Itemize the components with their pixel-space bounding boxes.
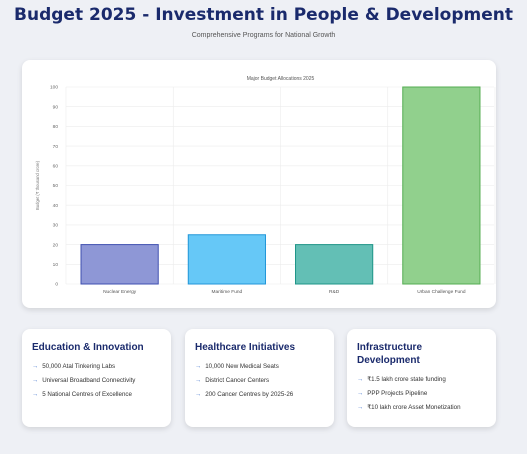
list-item: → District Cancer Centers (195, 374, 324, 388)
x-tick-label: Maritime Fund (212, 289, 243, 295)
list-item: → 5 National Centres of Excellence (32, 388, 161, 402)
list-item: → ₹1.5 lakh crore state funding (357, 373, 486, 387)
page-header: Budget 2025 - Investment in People & Dev… (0, 0, 527, 39)
arrow-right-icon: → (195, 377, 202, 384)
bar-r-d (295, 244, 374, 285)
list-item-text: District Cancer Centers (205, 377, 270, 384)
card-infrastructure: Infrastructure Development → ₹1.5 lakh cr… (347, 329, 496, 427)
program-cards: Education & Innovation → 50,000 Atal Tink… (22, 329, 496, 427)
card-education: Education & Innovation → 50,000 Atal Tink… (22, 329, 171, 427)
bar-nuclear-energy (80, 244, 159, 285)
page-subtitle: Comprehensive Programs for National Grow… (191, 32, 336, 39)
arrow-right-icon: → (195, 391, 202, 398)
y-tick-label: 90 (53, 104, 59, 110)
card-title: Healthcare Initiatives (195, 342, 296, 353)
card-list: → 50,000 Atal Tinkering Labs → Universal B… (32, 360, 161, 402)
y-tick-label: 20 (53, 242, 59, 248)
card-list: → ₹1.5 lakh crore state funding → PPP Proj… (357, 373, 486, 415)
list-item: → 50,000 Atal Tinkering Labs (32, 360, 161, 374)
list-item-text: 10,000 New Medical Seats (205, 363, 279, 370)
y-tick-label: 0 (55, 282, 58, 288)
y-tick-label: 70 (53, 144, 59, 150)
list-item-text: PPP Projects Pipeline (367, 390, 428, 397)
y-tick-label: 40 (53, 203, 59, 209)
list-item-text: 200 Cancer Centres by 2025-26 (205, 391, 294, 398)
list-item: → PPP Projects Pipeline (357, 387, 486, 401)
y-tick-label: 100 (50, 85, 58, 91)
arrow-right-icon: → (357, 376, 364, 383)
list-item-text: ₹10 lakh crore Asset Monetization (367, 404, 461, 411)
card-healthcare: Healthcare Initiatives → 10,000 New Medic… (185, 329, 334, 427)
x-tick-label: Nuclear Energy (103, 289, 137, 295)
card-title: Infrastructure Development (357, 342, 423, 366)
list-item: → Universal Broadband Connectivity (32, 374, 161, 388)
arrow-right-icon: → (195, 363, 202, 370)
arrow-right-icon: → (32, 363, 39, 370)
y-tick-label: 10 (53, 262, 59, 268)
arrow-right-icon: → (32, 377, 39, 384)
card-title: Education & Innovation (32, 342, 144, 353)
arrow-right-icon: → (32, 391, 39, 398)
y-tick-label: 60 (53, 164, 59, 170)
page-title: Budget 2025 - Investment in People & Dev… (14, 5, 513, 25)
card-list: → 10,000 New Medical Seats → District Canc… (195, 360, 324, 402)
list-item: → 200 Cancer Centres by 2025-26 (195, 388, 324, 402)
y-tick-label: 50 (53, 183, 59, 189)
list-item: → ₹10 lakh crore Asset Monetization (357, 401, 486, 415)
y-tick-label: 80 (53, 124, 59, 130)
chart-title: Major Budget Allocations 2025 (247, 76, 315, 82)
bar-maritime-fund (187, 234, 266, 285)
list-item-text: 5 National Centres of Excellence (42, 391, 132, 398)
bar-urban-challenge-fund (402, 86, 481, 285)
x-tick-label: R&D (329, 289, 340, 295)
chart-card: Major Budget Allocations 2025 0 10 20 30 40 50… (22, 60, 496, 308)
arrow-right-icon: → (357, 390, 364, 397)
list-item-text: Universal Broadband Connectivity (42, 377, 136, 384)
list-item-text: 50,000 Atal Tinkering Labs (42, 363, 116, 370)
y-tick-label: 30 (53, 223, 59, 229)
y-axis-label: Budget (₹ thousand crore) (35, 160, 40, 210)
list-item: → 10,000 New Medical Seats (195, 360, 324, 374)
budget-bar-chart: Major Budget Allocations 2025 0 10 20 30 40 50… (35, 76, 496, 295)
x-tick-label: Urban Challenge Fund (417, 289, 466, 295)
arrow-right-icon: → (357, 404, 364, 411)
list-item-text: ₹1.5 lakh crore state funding (367, 376, 446, 383)
